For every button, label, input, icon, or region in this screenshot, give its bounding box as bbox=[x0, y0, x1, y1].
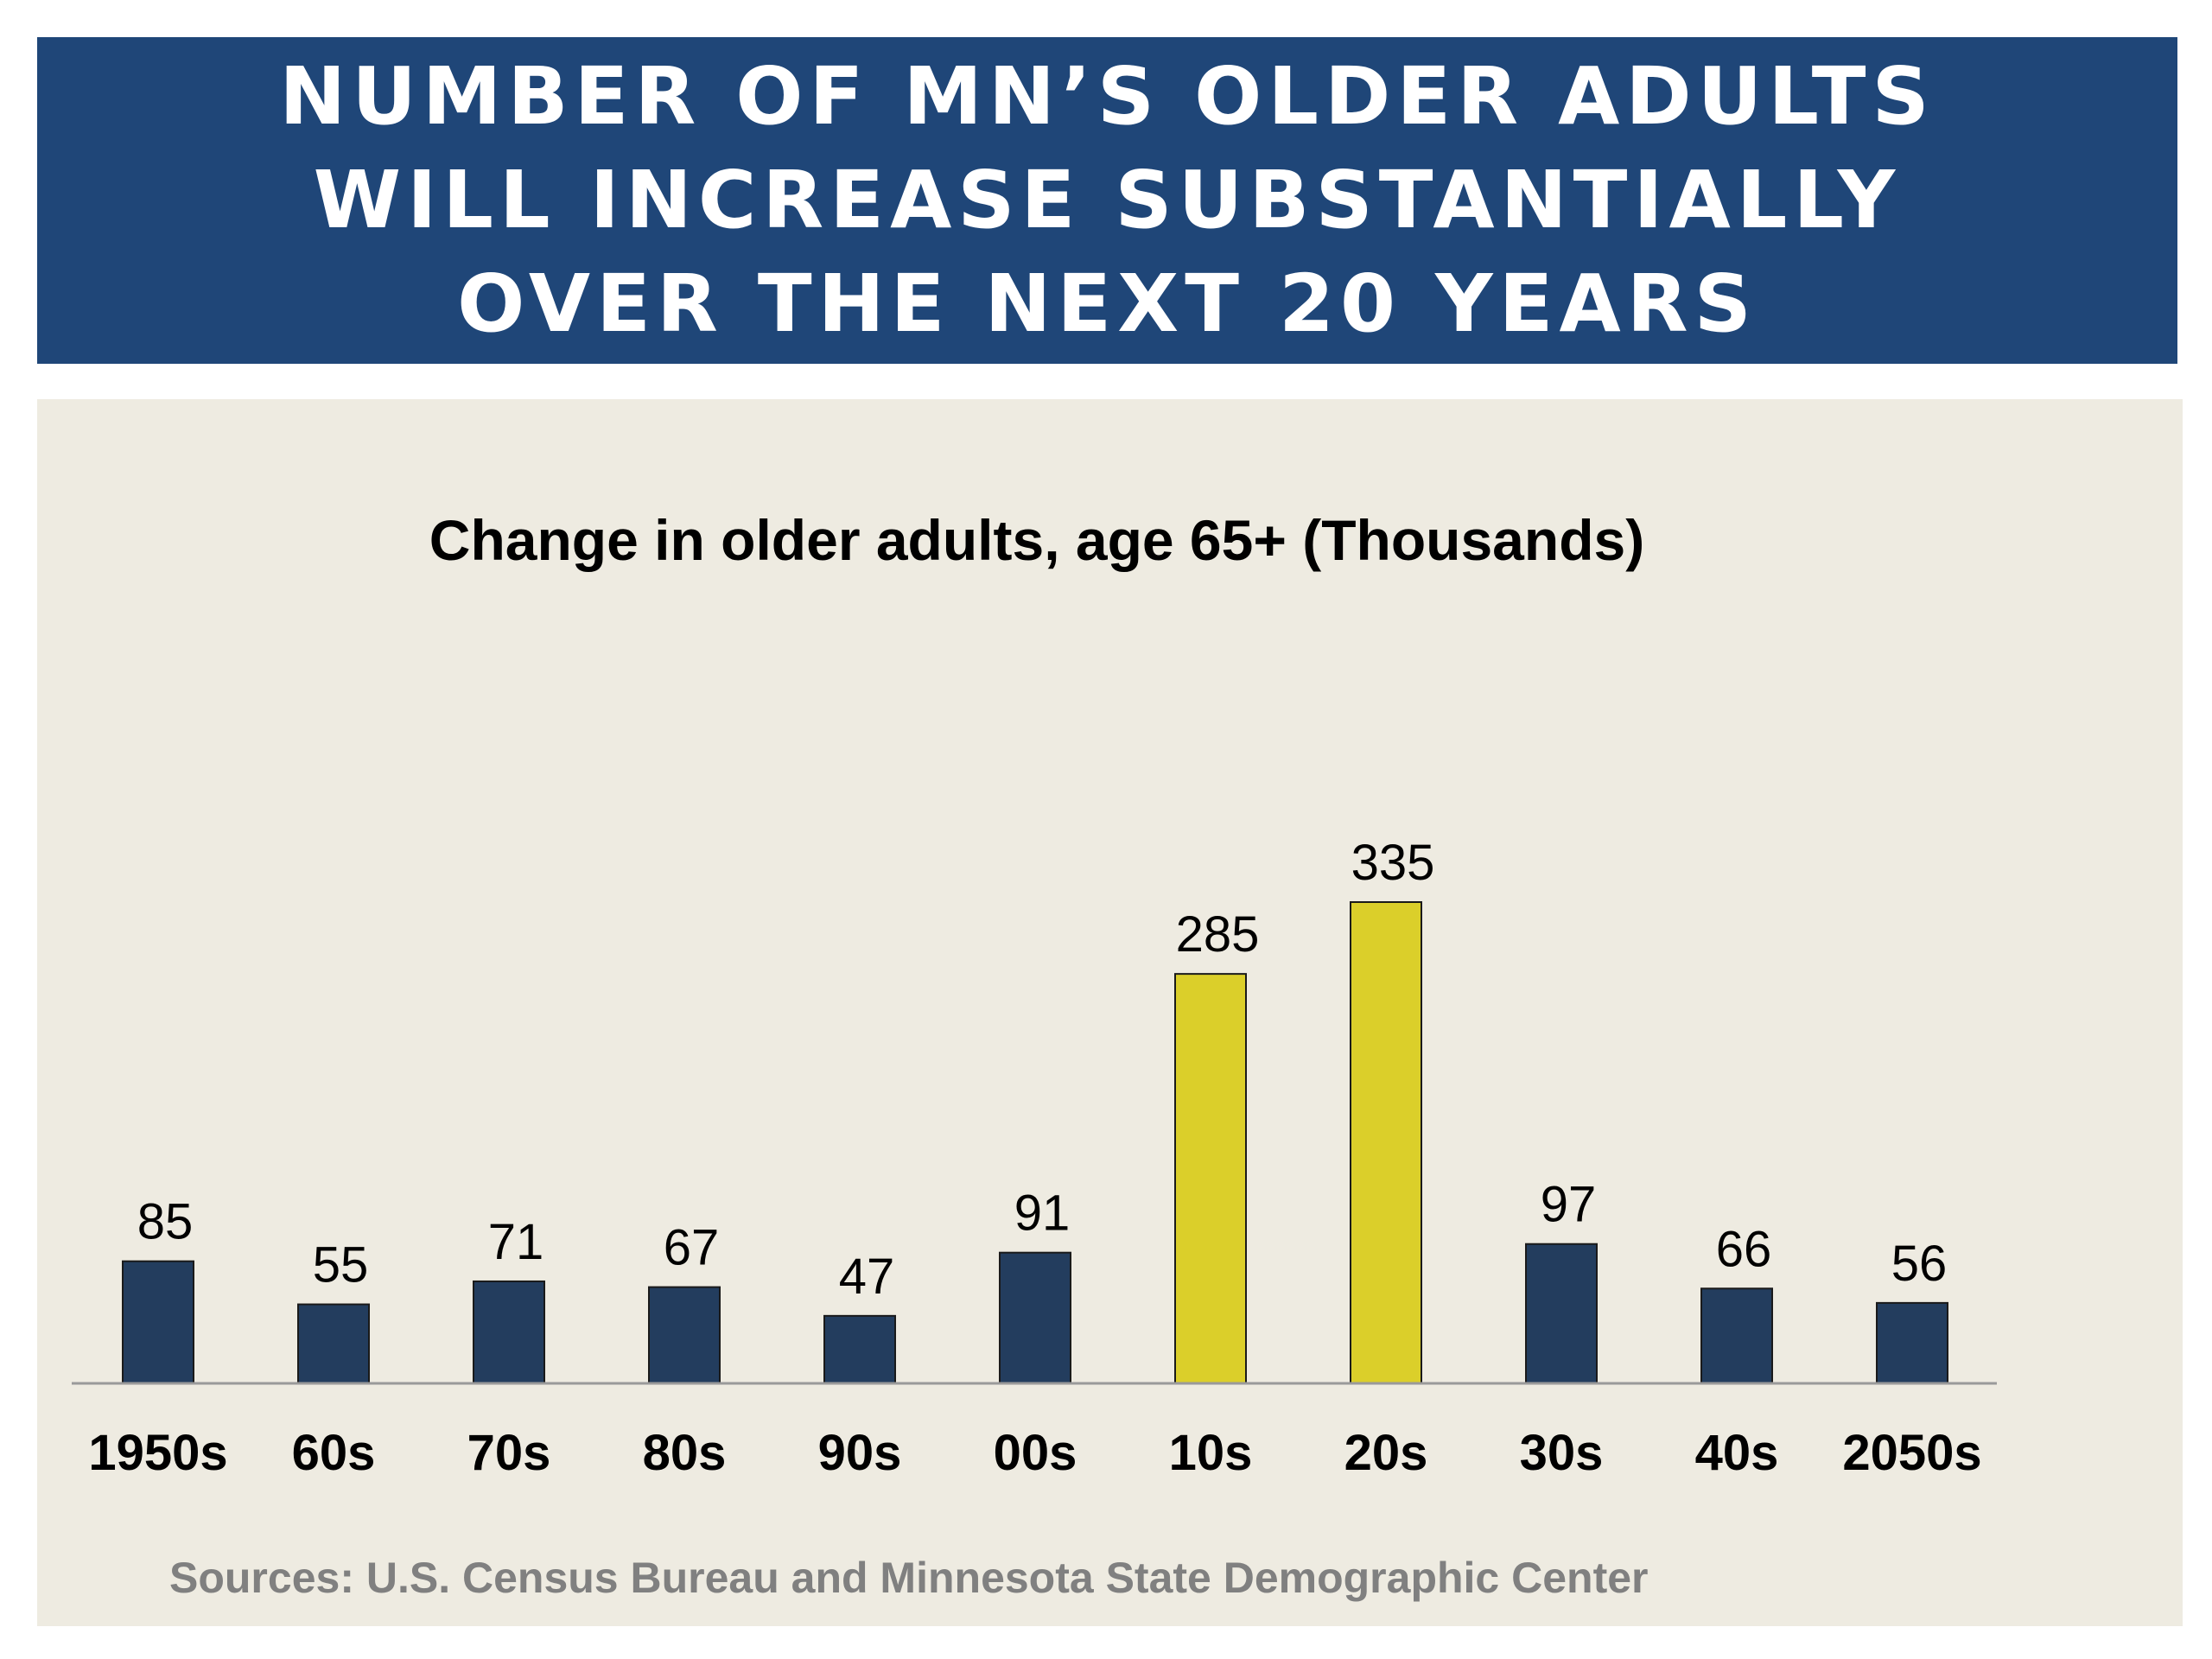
value-label-90s: 47 bbox=[839, 1249, 895, 1305]
bars-group bbox=[122, 901, 1948, 1385]
category-label-40s: 40s bbox=[1695, 1425, 1779, 1481]
bar-00s bbox=[999, 1251, 1071, 1384]
bar-60s bbox=[297, 1303, 370, 1385]
title-banner: NUMBER OF MN’S OLDER ADULTS WILL INCREAS… bbox=[37, 37, 2177, 364]
bar-70s bbox=[473, 1280, 545, 1385]
value-label-70s: 71 bbox=[488, 1214, 544, 1270]
value-label-2050s: 56 bbox=[1891, 1236, 1948, 1292]
category-label-00s: 00s bbox=[994, 1425, 1077, 1481]
bar-40s bbox=[1700, 1287, 1773, 1385]
value-label-00s: 91 bbox=[1014, 1185, 1071, 1242]
value-label-30s: 97 bbox=[1541, 1177, 1597, 1233]
category-label-2050s: 2050s bbox=[1842, 1425, 1981, 1481]
sources-note: Sources: U.S. Census Bureau and Minnesot… bbox=[169, 1554, 1649, 1602]
category-label-30s: 30s bbox=[1520, 1425, 1604, 1481]
bar-80s bbox=[648, 1286, 721, 1384]
category-label-1950s: 1950s bbox=[88, 1425, 227, 1481]
value-label-20s: 335 bbox=[1351, 835, 1435, 891]
value-label-40s: 66 bbox=[1716, 1221, 1772, 1277]
bar-chart: Change in older adults, age 65+ (Thousan… bbox=[72, 508, 1997, 1481]
category-label-20s: 20s bbox=[1344, 1425, 1428, 1481]
bar-10s bbox=[1174, 973, 1247, 1384]
value-labels-group: 85 55 71 67 47 91 285 335 97 66 56 bbox=[137, 835, 1948, 1305]
value-label-10s: 285 bbox=[1176, 906, 1260, 963]
chart-panel: Change in older adults, age 65+ (Thousan… bbox=[37, 399, 2183, 1626]
value-label-60s: 55 bbox=[313, 1237, 369, 1294]
category-label-90s: 90s bbox=[818, 1425, 902, 1481]
category-label-60s: 60s bbox=[292, 1425, 376, 1481]
bar-20s bbox=[1350, 901, 1422, 1384]
value-label-80s: 67 bbox=[664, 1220, 720, 1276]
value-label-1950s: 85 bbox=[137, 1194, 194, 1250]
category-label-10s: 10s bbox=[1169, 1425, 1253, 1481]
bar-90s bbox=[823, 1314, 896, 1385]
category-label-70s: 70s bbox=[467, 1425, 551, 1481]
chart-title: Change in older adults, age 65+ (Thousan… bbox=[429, 508, 1644, 572]
bar-2050s bbox=[1876, 1301, 1948, 1384]
banner-title: NUMBER OF MN’S OLDER ADULTS WILL INCREAS… bbox=[279, 50, 1936, 350]
bar-1950s bbox=[122, 1260, 194, 1384]
category-labels-group: 1950s 60s 70s 80s 90s 00s 10s 20s 30s 40s 2050s bbox=[88, 1425, 1981, 1481]
bar-30s bbox=[1525, 1243, 1598, 1385]
category-label-80s: 80s bbox=[643, 1425, 727, 1481]
